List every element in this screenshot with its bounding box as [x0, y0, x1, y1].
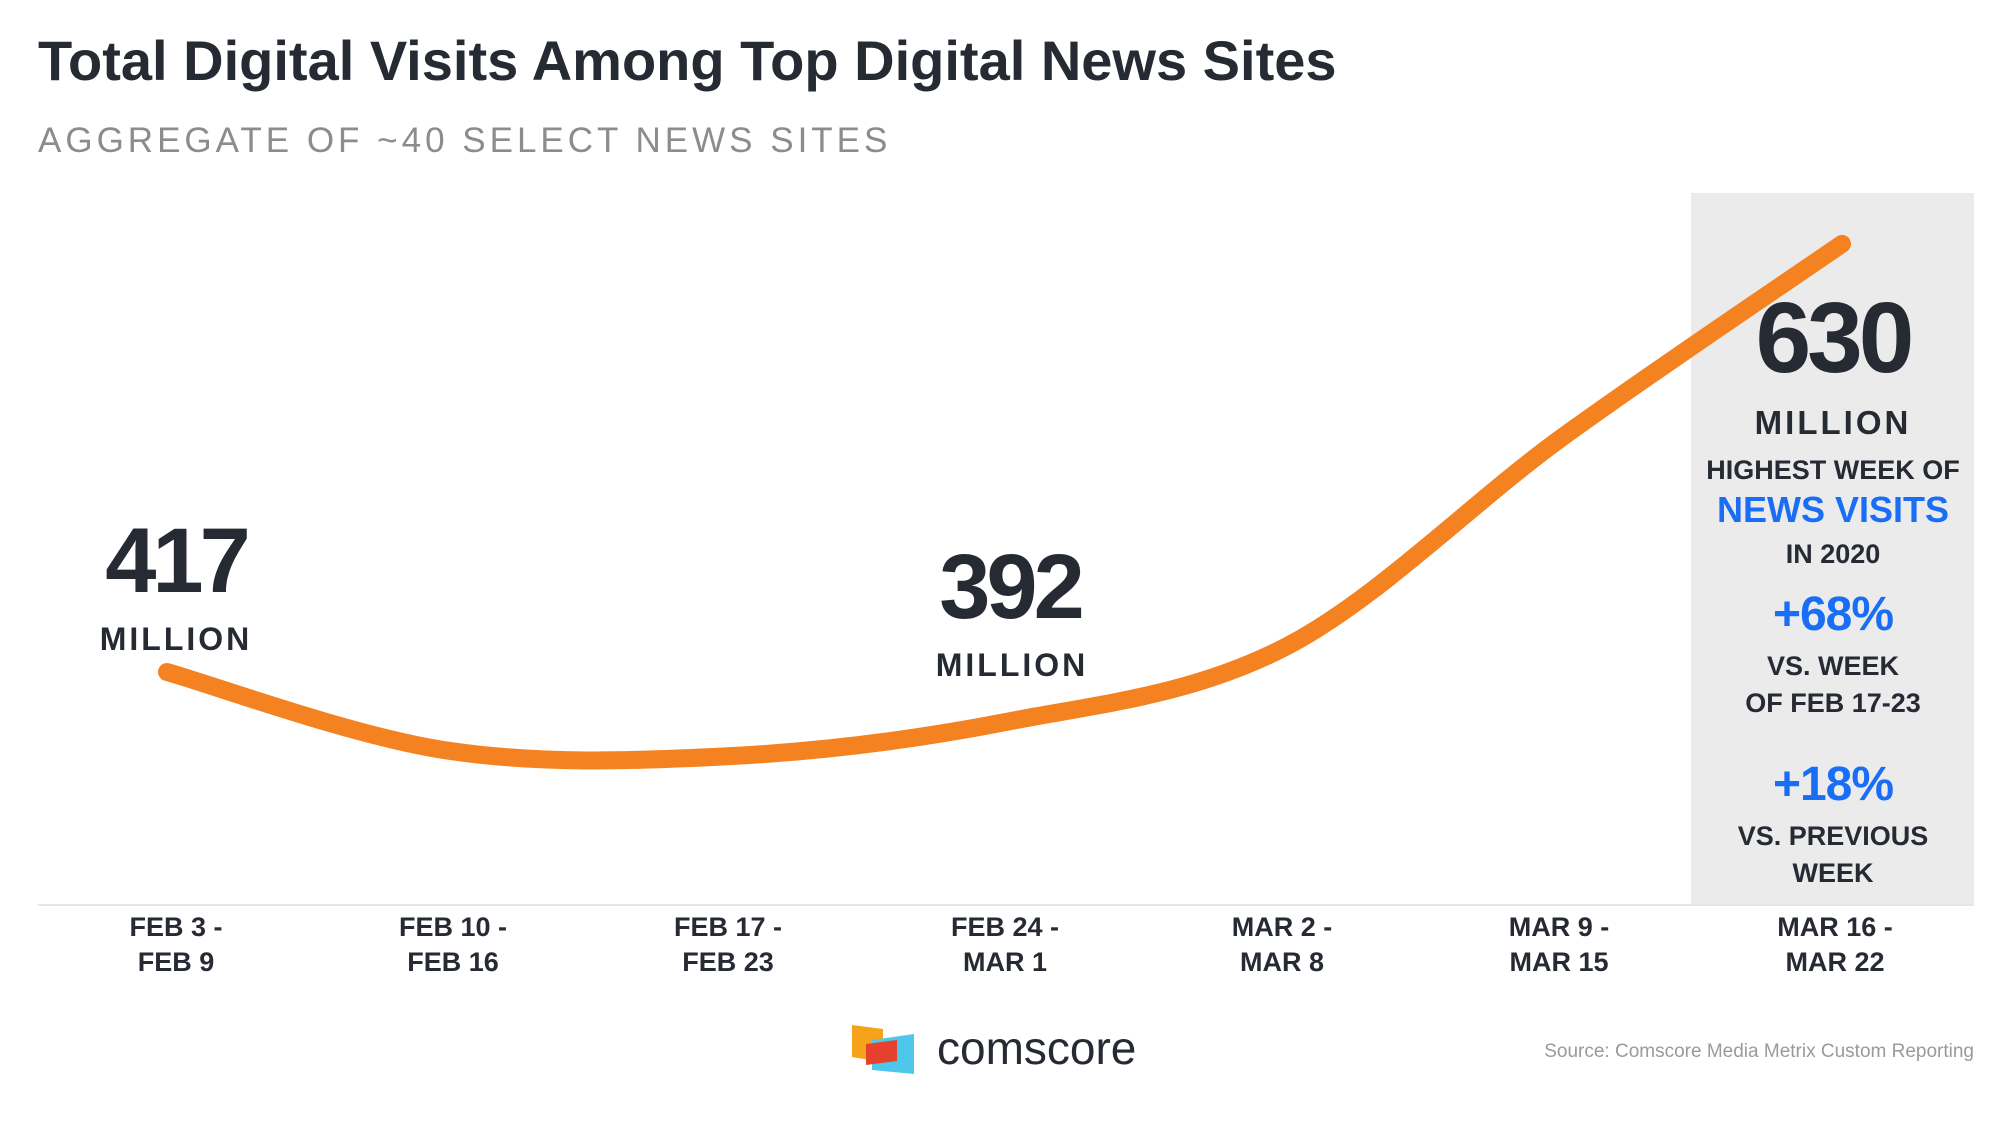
x-tick-label: FEB 3 - [129, 912, 222, 942]
annotation-last: 630 MILLION HIGHEST WEEK OF NEWS VISITS … [1706, 282, 1960, 888]
panel-line2: NEWS VISITS [1717, 489, 1949, 530]
annotation-mid-value: 392 [939, 536, 1081, 638]
x-tick-label: FEB 10 - [399, 912, 507, 942]
chart-subtitle: AGGREGATE OF ~40 SELECT NEWS SITES [38, 121, 891, 160]
panel-line1: HIGHEST WEEK OF [1706, 455, 1960, 485]
panel-stat1-line2: OF FEB 17-23 [1745, 688, 1921, 718]
panel-stat2-line2: WEEK [1793, 858, 1875, 888]
x-tick-label: MAR 22 [1785, 947, 1884, 977]
x-tick-label: FEB 23 [682, 947, 774, 977]
panel-stat2-line1: VS. PREVIOUS [1738, 821, 1929, 851]
x-tick-label: FEB 24 - [951, 912, 1059, 942]
x-tick-label: MAR 1 [963, 947, 1047, 977]
x-tick-label: MAR 9 - [1509, 912, 1610, 942]
annotation-first: 417 MILLION [100, 510, 253, 657]
panel-stat2: +18% [1773, 758, 1893, 811]
series-line [158, 234, 1851, 770]
comscore-logo: comscore [852, 1022, 1136, 1074]
annotation-first-unit: MILLION [100, 621, 253, 657]
x-tick-label: MAR 2 - [1232, 912, 1333, 942]
chart-title: Total Digital Visits Among Top Digital N… [38, 29, 1337, 92]
x-tick-label: FEB 9 [138, 947, 215, 977]
x-tick-label: FEB 16 [407, 947, 499, 977]
source-note: Source: Comscore Media Metrix Custom Rep… [1544, 1041, 1974, 1062]
brand-name: comscore [937, 1022, 1136, 1074]
panel-stat1: +68% [1773, 588, 1893, 641]
x-tick-label: MAR 8 [1240, 947, 1324, 977]
panel-line3: IN 2020 [1786, 539, 1881, 569]
x-tick-label: FEB 17 - [674, 912, 782, 942]
x-tick-labels: FEB 3 - FEB 9 FEB 10 - FEB 16 FEB 17 - FEB 23… [129, 912, 1892, 977]
annotation-mid: 392 MILLION [936, 536, 1089, 683]
annotation-last-value: 630 [1756, 282, 1911, 394]
x-tick-label: MAR 16 - [1777, 912, 1893, 942]
annotation-mid-unit: MILLION [936, 647, 1089, 683]
x-tick-label: MAR 15 [1509, 947, 1608, 977]
annotation-last-unit: MILLION [1755, 404, 1912, 441]
panel-stat1-line1: VS. WEEK [1767, 651, 1900, 681]
annotation-first-value: 417 [105, 510, 247, 612]
logo-mark-red [866, 1040, 897, 1065]
